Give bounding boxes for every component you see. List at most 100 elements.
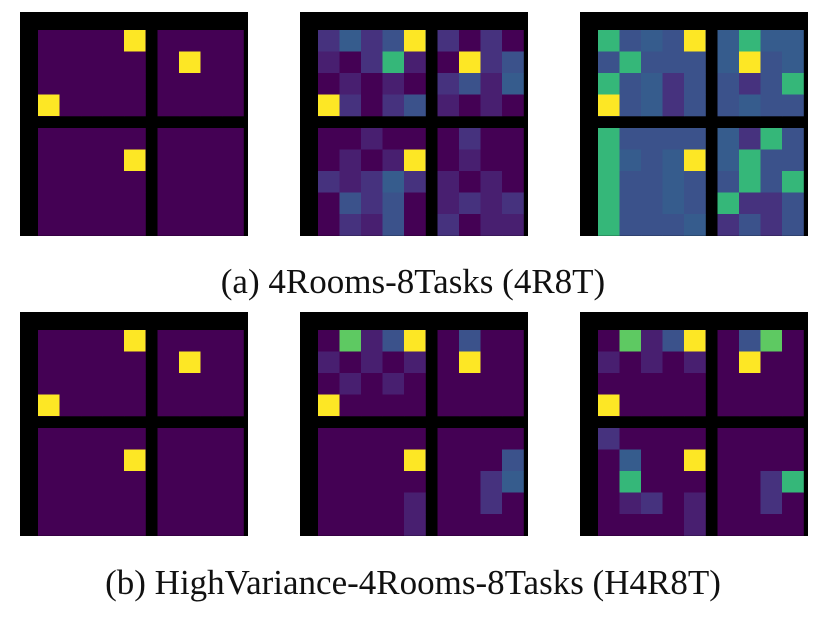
heatmap-cell [59, 149, 82, 172]
heatmap-cell [641, 492, 663, 515]
heatmap-cell [662, 94, 685, 117]
heatmap-cell [782, 94, 804, 117]
heatmap-cell [641, 373, 663, 395]
heatmap-cell [222, 214, 244, 236]
heatmap-cell [760, 492, 783, 515]
goal-cell [124, 449, 146, 471]
heatmap-cell [480, 492, 503, 515]
heatmap-cell [619, 94, 642, 117]
heatmap-cell [760, 373, 783, 395]
heatmap-cell [598, 149, 620, 172]
heatmap-cell [739, 30, 761, 52]
heatmap-cell [437, 351, 460, 374]
heatmap-cell [179, 171, 201, 193]
heatmap-cell [200, 514, 223, 536]
heatmap-cell [619, 394, 642, 417]
heatmap-cell [102, 428, 125, 450]
heatmap-cell [102, 51, 125, 74]
heatmap-cell [81, 30, 103, 52]
heatmap-cell [157, 149, 180, 172]
heatmap-cell [318, 73, 340, 95]
goal-cell [124, 30, 146, 52]
heatmap-cell [782, 373, 804, 395]
caption-4r8t: (a) 4Rooms-8Tasks (4R8T) [220, 262, 606, 301]
heatmap-cell [782, 492, 804, 515]
heatmap-cell [59, 492, 82, 515]
heatmap-cell [222, 30, 244, 52]
heatmap-cell [459, 73, 481, 95]
heatmap-svg [580, 312, 808, 536]
heatmap-cell [38, 514, 60, 536]
heatmap-cell [124, 51, 146, 74]
heatmap-cell [641, 171, 663, 193]
heatmap-cell [339, 128, 362, 150]
heatmap-cell [502, 214, 524, 236]
heatmap-cell [59, 514, 82, 536]
heatmap-cell [339, 471, 362, 493]
goal-cell [684, 449, 706, 471]
heatmap-cell [782, 471, 804, 493]
heatmap-cell [502, 351, 524, 374]
heatmap-cell [739, 373, 761, 395]
heatmap-cell [318, 51, 340, 74]
heatmap-cell [81, 192, 103, 215]
heatmap-cell [739, 330, 761, 352]
heatmap-cell [222, 192, 244, 215]
heatmap-cell [179, 449, 201, 472]
heatmap-cell [222, 449, 244, 472]
heatmap-cell [222, 394, 244, 417]
heatmap-cell [339, 51, 362, 74]
heatmap-cell [200, 214, 223, 236]
heatmap-cell [102, 214, 125, 236]
heatmap-cell [480, 128, 503, 150]
heatmap-cell [404, 94, 426, 117]
heatmap-cell [102, 373, 125, 395]
heatmap-cell [480, 94, 503, 117]
heatmap-cell [480, 330, 503, 352]
heatmap-cell [760, 30, 783, 52]
heatmap-cell [782, 171, 804, 193]
heatmap-cell [38, 30, 60, 52]
heatmap-cell [662, 514, 685, 536]
heatmap-cell [684, 51, 706, 74]
heatmap-cell [361, 471, 383, 493]
heatmap-cell [760, 428, 783, 450]
heatmap-cell [179, 149, 201, 172]
heatmap-cell [382, 330, 405, 352]
heatmap-cell [361, 330, 383, 352]
heatmap-cell [641, 449, 663, 472]
heatmap-cell [339, 351, 362, 374]
heatmap-cell [459, 428, 481, 450]
heatmap-cell [157, 492, 180, 515]
heatmap-cell [361, 51, 383, 74]
heatmap-cell [684, 94, 706, 117]
heatmap-cell [382, 394, 405, 417]
heatmap-cell [318, 514, 340, 536]
heatmap-cell [437, 514, 460, 536]
heatmap-cell [619, 51, 642, 74]
heatmap-cell [739, 492, 761, 515]
heatmap-cell [124, 94, 146, 117]
heatmap-cell [619, 149, 642, 172]
heatmap-cell [760, 51, 783, 74]
heatmap-cell [502, 471, 524, 493]
goal-cell [404, 330, 426, 352]
heatmap-svg [300, 312, 528, 536]
heatmap-cell [81, 73, 103, 95]
heatmap-cell [662, 330, 685, 352]
heatmap-cell [404, 373, 426, 395]
heatmap-cell [782, 514, 804, 536]
heatmap-cell [59, 192, 82, 215]
heatmap-cell [502, 492, 524, 515]
heatmap-cell [641, 128, 663, 150]
heatmap-cell [760, 73, 783, 95]
heatmap-cell [502, 94, 524, 117]
heatmap-cell [480, 192, 503, 215]
heatmap-cell [760, 471, 783, 493]
heatmap-cell [38, 471, 60, 493]
heatmap-cell [157, 514, 180, 536]
heatmap-cell [437, 373, 460, 395]
heatmap-cell [38, 351, 60, 374]
heatmap-svg [20, 312, 248, 536]
heatmap-cell [59, 171, 82, 193]
